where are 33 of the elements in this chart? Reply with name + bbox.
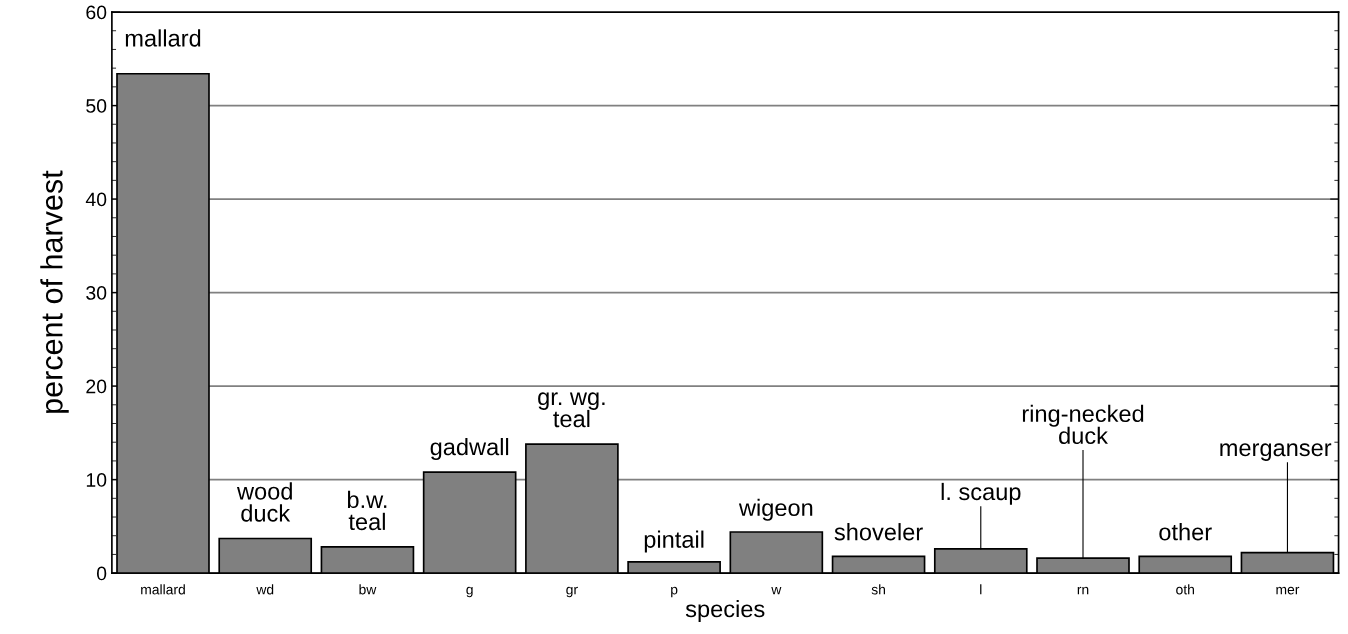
y-tick-label: 10 (86, 473, 107, 487)
annotation: wigeon (738, 498, 813, 521)
annotation: other (1159, 523, 1212, 541)
x-tick-label: oth (1176, 584, 1194, 595)
x-axis-title: species (685, 599, 765, 622)
x-tick-label: mer (1276, 586, 1300, 595)
annotation: gadwall (430, 437, 509, 460)
x-tick-label: wd (256, 584, 274, 595)
annotation: b.w. teal (347, 490, 387, 531)
y-tick-label: 40 (85, 192, 107, 207)
x-tick-label: g (466, 586, 473, 598)
annotation: l. scaup (941, 482, 1021, 505)
x-tick-label: p (671, 586, 678, 598)
x-tick-label: mallard (141, 584, 185, 595)
x-tick-label: gr (566, 586, 578, 598)
y-tick-label: 20 (86, 379, 107, 394)
y-tick-label: 30 (86, 286, 107, 300)
annotation: shoveler (834, 523, 923, 541)
annotation: merganser (1220, 443, 1332, 461)
y-tick-label: 50 (86, 99, 107, 113)
x-tick-label: w (771, 586, 782, 595)
y-tick-label: 0 (96, 566, 107, 581)
annotation: pintail (644, 530, 704, 553)
annotation: mallard (125, 29, 201, 47)
x-tick-label: sh (871, 584, 885, 595)
annotation: gr. wg. teal (538, 392, 605, 428)
x-tick-label: bw (359, 584, 377, 595)
x-tick-label: rn (1077, 586, 1089, 595)
y-axis-title: percent of harvest (40, 170, 69, 413)
y-tick-label: 60 (86, 5, 107, 20)
x-tick-label: l (980, 584, 982, 595)
annotation: wood duck (236, 482, 292, 522)
annotation: ring-necked duck (1022, 404, 1144, 445)
